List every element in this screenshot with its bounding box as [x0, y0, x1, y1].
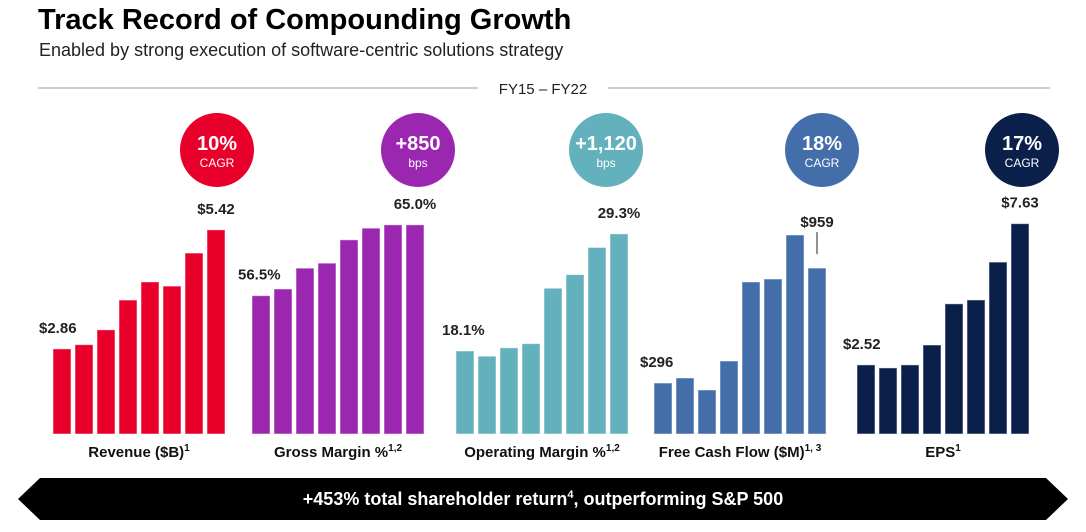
eps-bar	[856, 364, 876, 435]
gross-margin-first-value: 56.5%	[238, 267, 281, 284]
free-cash-flow-badge: 18%CAGR	[785, 113, 859, 187]
banner	[18, 478, 1068, 520]
revenue-bar	[96, 329, 116, 435]
badge-unit: CAGR	[805, 156, 840, 170]
revenue-chart: $2.86 $5.42 Revenue ($B)1 10%CAGR	[39, 113, 254, 461]
operating-margin-bar	[587, 246, 607, 435]
revenue-category-label: Revenue ($B)1	[88, 443, 190, 461]
revenue-last-value: $5.42	[197, 201, 235, 218]
revenue-bar	[140, 281, 160, 435]
free-cash-flow-first-value: $296	[640, 354, 673, 371]
badge-value: 18%	[802, 133, 842, 155]
eps-bar	[900, 364, 920, 435]
page-subtitle: Enabled by strong execution of software-…	[39, 40, 564, 60]
eps-bar	[988, 261, 1008, 435]
badge-value: 17%	[1002, 133, 1042, 155]
eps-last-value: $7.63	[1001, 195, 1039, 212]
period-label: FY15 – FY22	[499, 81, 587, 98]
free-cash-flow-last-value: $959	[800, 214, 833, 231]
badge-value: 10%	[197, 133, 237, 155]
gross-margin-bar	[251, 295, 271, 435]
badge-circle	[785, 113, 859, 187]
eps-first-value: $2.52	[843, 336, 881, 353]
badge-unit: bps	[596, 156, 615, 170]
eps-bar	[944, 303, 964, 435]
operating-margin-first-value: 18.1%	[442, 322, 485, 339]
badge-unit: bps	[408, 156, 427, 170]
page-title: Track Record of Compounding Growth	[38, 4, 572, 36]
banner-text: +453% total shareholder return4, outperf…	[303, 489, 783, 509]
eps-badge: 17%CAGR	[985, 113, 1059, 187]
revenue-badge: 10%CAGR	[180, 113, 254, 187]
free-cash-flow-bar	[697, 389, 717, 435]
eps-bar	[922, 344, 942, 435]
eps-category-label: EPS1	[925, 443, 961, 461]
revenue-bar	[206, 229, 226, 435]
operating-margin-category-label: Operating Margin %1,2	[464, 443, 620, 461]
gross-margin-bar	[361, 227, 381, 435]
eps-chart: $2.52 $7.63 EPS1 17%CAGR	[843, 113, 1059, 461]
gross-margin-bar	[383, 224, 403, 435]
gross-margin-bar	[317, 262, 337, 435]
eps-bar	[1010, 223, 1030, 435]
free-cash-flow-chart: $296 $959 Free Cash Flow ($M)1, 3 18%CAGR	[640, 113, 859, 461]
gross-margin-bar	[295, 267, 315, 435]
badge-value: +850	[395, 133, 440, 155]
operating-margin-bar	[609, 233, 629, 435]
revenue-bar	[74, 344, 94, 435]
gross-margin-bar	[405, 224, 425, 435]
operating-margin-bar	[499, 347, 519, 435]
badge-unit: CAGR	[200, 156, 235, 170]
eps-bar	[966, 299, 986, 435]
free-cash-flow-bar	[763, 278, 783, 435]
free-cash-flow-category-label: Free Cash Flow ($M)1, 3	[659, 443, 822, 461]
revenue-bar	[118, 299, 138, 435]
badge-unit: CAGR	[1005, 156, 1040, 170]
badge-value: +1,120	[575, 133, 637, 155]
free-cash-flow-bar	[741, 281, 761, 435]
free-cash-flow-bar	[719, 360, 739, 435]
gross-margin-category-label: Gross Margin %1,2	[274, 443, 403, 461]
badge-circle	[180, 113, 254, 187]
operating-margin-bar	[477, 355, 497, 435]
revenue-bar	[162, 285, 182, 435]
free-cash-flow-bar	[785, 234, 805, 435]
revenue-bar	[52, 348, 72, 435]
operating-margin-last-value: 29.3%	[598, 205, 641, 222]
badge-circle	[569, 113, 643, 187]
operating-margin-bar	[455, 350, 475, 435]
free-cash-flow-bar	[675, 377, 695, 435]
gross-margin-last-value: 65.0%	[394, 196, 437, 213]
operating-margin-bar	[521, 343, 541, 435]
gross-margin-bar	[273, 288, 293, 435]
gross-margin-bar	[339, 239, 359, 435]
free-cash-flow-bar	[653, 382, 673, 435]
badge-circle	[381, 113, 455, 187]
revenue-bar	[184, 252, 204, 435]
eps-bar	[878, 367, 898, 435]
operating-margin-bar	[565, 274, 585, 435]
operating-margin-bar	[543, 287, 563, 435]
free-cash-flow-bar	[807, 267, 827, 435]
badge-circle	[985, 113, 1059, 187]
revenue-first-value: $2.86	[39, 320, 77, 337]
